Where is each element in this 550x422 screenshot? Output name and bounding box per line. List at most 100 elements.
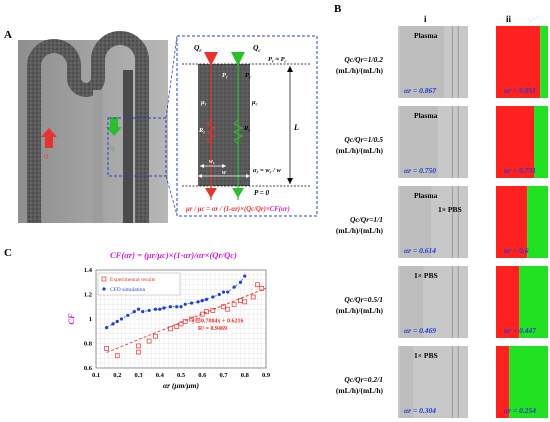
data-point-experimental xyxy=(168,326,173,332)
x-tick-label: 0.4 xyxy=(156,372,165,379)
data-point-experimental xyxy=(225,306,231,312)
label-pressure-eq: Pr ≈ Pc xyxy=(268,56,287,64)
data-point-experimental xyxy=(259,286,265,291)
label-l: L xyxy=(293,123,299,132)
data-point-cfd xyxy=(196,300,200,304)
cfd-red-region xyxy=(496,106,535,178)
x-axis-label: αr (μm/μm) xyxy=(163,381,200,390)
data-point-cfd xyxy=(141,310,145,314)
column-label-i: i xyxy=(424,14,427,24)
legend-marker-experimental xyxy=(101,276,107,282)
data-point-cfd xyxy=(132,310,136,314)
data-point-experimental xyxy=(199,311,205,317)
data-point-cfd xyxy=(221,290,226,294)
label-p-r: Pr xyxy=(222,72,228,80)
label-q-c: Qc xyxy=(253,43,261,54)
cfd-green-region xyxy=(540,26,548,98)
y-tick-label: 1.4 xyxy=(84,267,93,274)
data-point-cfd xyxy=(119,317,124,321)
x-tick-label: 0.7 xyxy=(219,372,228,379)
data-point-cfd xyxy=(204,297,209,301)
y-tick-label: 0.6 xyxy=(84,365,93,372)
medium-label: Plasma xyxy=(414,31,438,40)
label-w: w xyxy=(222,170,227,176)
panel-b-row: Qc/Qr=0.2/1 (mL/h)/(mL/h) 1× PBS αr = 0.304… xyxy=(336,346,548,418)
data-point-experimental xyxy=(114,353,120,359)
cfd-red-region xyxy=(496,346,510,418)
data-point-cfd xyxy=(226,290,230,294)
chart-title: CF(αr) = (μr/μc)×(1-αr)/αr×(Qr/Qc) xyxy=(110,250,237,260)
flow-ratio-unit: (mL/h)/(mL/h) xyxy=(336,66,384,75)
column-label-ii: ii xyxy=(506,14,512,24)
arrow-right-label: Q xyxy=(110,146,115,152)
data-point-cfd xyxy=(153,307,158,311)
data-point-experimental xyxy=(136,349,141,355)
medium-label: 1× PBS xyxy=(414,271,438,280)
data-point-experimental xyxy=(146,338,152,344)
data-point-cfd xyxy=(232,285,236,289)
zoom-box xyxy=(107,117,167,177)
label-mu-c: μc xyxy=(251,99,258,107)
flow-ratio-label: Qc/Qr=1/1 xyxy=(350,215,383,224)
chart-c: 0.1 0.2 0.3 0.4 0.5 0.6 0.7 0.8 0.9 0.6 0.8 1 1.2 1.4… xyxy=(66,267,271,390)
cfd-red-region xyxy=(496,26,541,98)
data-point-experimental xyxy=(153,333,158,339)
data-point-experimental xyxy=(136,343,141,349)
medium-label: Plasma xyxy=(414,111,438,120)
data-point-cfd xyxy=(175,305,179,309)
flow-ratio-unit: (mL/h)/(mL/h) xyxy=(336,386,384,395)
label-r-r: Rr xyxy=(198,127,205,135)
medium-label: 1× PBS xyxy=(414,351,438,360)
x-tick-label: 0.5 xyxy=(177,372,186,379)
flow-ratio-label: Qc/Qr=0.2/1 xyxy=(344,375,383,384)
flow-ratio-unit: (mL/h)/(mL/h) xyxy=(336,306,384,315)
data-point-cfd xyxy=(200,299,204,303)
alpha-simulated: αr = 0.447 xyxy=(504,326,536,335)
flow-ratio-label: Qc/Qr=1/0.5 xyxy=(344,135,383,144)
zoom-line-bottom xyxy=(165,175,178,216)
x-tick-label: 0.6 xyxy=(198,372,207,379)
label-q-r: Qr xyxy=(194,43,201,54)
data-point-cfd xyxy=(211,295,215,299)
label-r-c: Rc xyxy=(243,125,250,133)
cfd-green-region xyxy=(509,346,548,418)
x-tick-label: 0.8 xyxy=(241,372,250,379)
y-axis-label: CF xyxy=(66,313,76,325)
alpha-simulated: αr = 0.731 xyxy=(504,166,536,175)
panel-b-row: Qc/Qr=1/0.5 (mL/h)/(mL/h) Plasma αr = 0.750… xyxy=(336,106,548,178)
data-point-cfd xyxy=(179,305,183,309)
data-point-experimental xyxy=(195,317,201,323)
microscopy-image: Q Q xyxy=(18,31,168,223)
data-point-cfd xyxy=(238,280,243,284)
flow-ratio-unit: (mL/h)/(mL/h) xyxy=(336,226,384,235)
zoom-line-top xyxy=(165,35,178,119)
data-point-experimental xyxy=(221,304,226,310)
cfd-green-region xyxy=(534,106,548,178)
micrograph-stream xyxy=(400,346,414,418)
fit-equation: y = 0.7004x + 0.6216 xyxy=(192,319,244,325)
medium-label: Plasma xyxy=(414,191,438,200)
y-tick-label: 0.8 xyxy=(84,341,93,348)
legend-marker-cfd xyxy=(102,287,106,291)
arrow-left-label: Q xyxy=(44,154,49,160)
data-point-experimental xyxy=(178,321,184,327)
cfd-red-region xyxy=(496,266,520,338)
data-point-experimental xyxy=(182,319,188,324)
x-tick-label: 0.9 xyxy=(262,372,271,379)
label-mu-r: μr xyxy=(200,99,207,107)
panel-label-c: C xyxy=(4,247,12,259)
micrograph-stream xyxy=(400,106,438,178)
data-point-cfd xyxy=(158,307,162,311)
data-point-cfd xyxy=(147,308,151,313)
fit-r2: R² = 0.9469 xyxy=(198,326,227,332)
panel-b-rows: Qc/Qr=1/0.2 (mL/h)/(mL/h) Plasma αr = 0.867… xyxy=(336,26,548,418)
flow-ratio-unit: (mL/h)/(mL/h) xyxy=(336,146,384,155)
flow-ratio-label: Qc/Qr=0.5/1 xyxy=(344,295,383,304)
alpha-measured: αr = 0.614 xyxy=(404,246,436,255)
cfd-red-region xyxy=(496,186,528,258)
micrograph-stream xyxy=(400,26,445,98)
formula-main: μr / μc = αr / (1-αr)×(Qc/Qr)×CF(αr) xyxy=(185,206,290,213)
y-tick-label: 1.2 xyxy=(84,292,92,299)
